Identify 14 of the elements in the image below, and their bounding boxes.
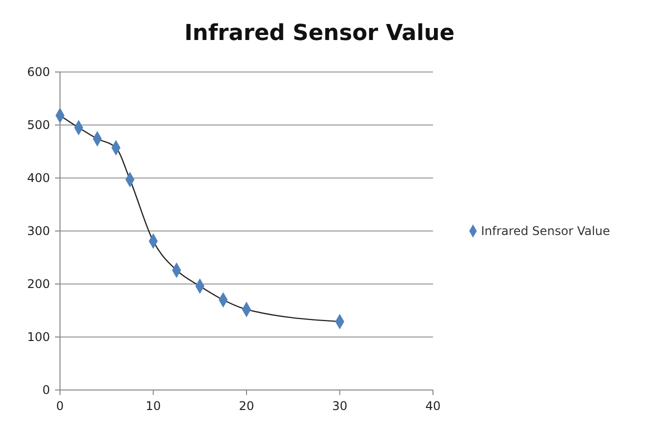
y-tick-label: 100 [27,330,50,344]
chart-title: Infrared Sensor Value [184,21,455,46]
y-tick-label: 200 [27,277,50,292]
y-tick-label: 400 [27,171,50,186]
x-tick-label: 40 [425,399,441,413]
y-tick-label: 600 [27,65,50,80]
x-tick-label: 20 [238,399,254,413]
x-tick-label: 30 [332,399,348,413]
legend-label: Infrared Sensor Value [481,224,610,238]
x-tick-label: 0 [56,399,64,413]
y-tick-label: 500 [27,118,50,132]
x-tick-label: 10 [146,399,161,413]
y-tick-label: 300 [27,224,50,238]
y-tick-label: 0 [42,383,50,398]
